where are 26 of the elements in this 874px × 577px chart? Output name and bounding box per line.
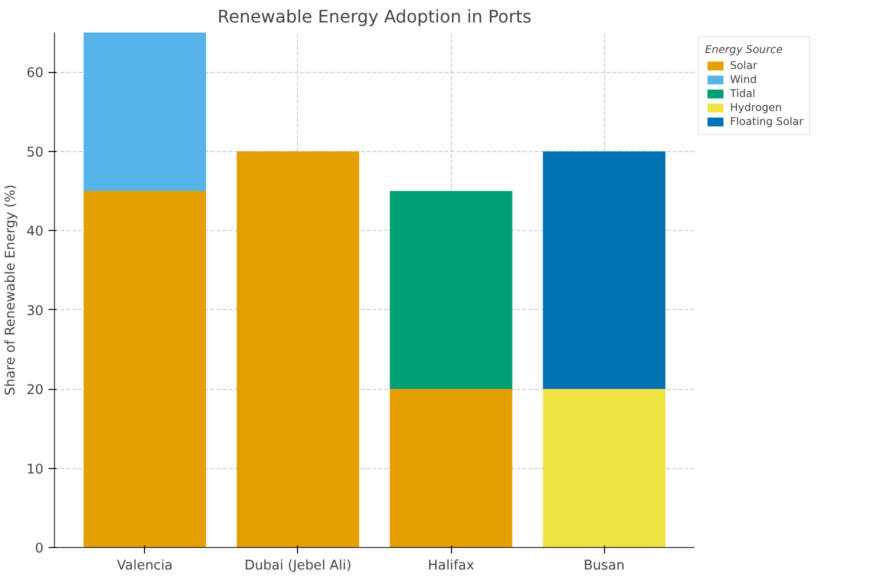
legend-label: Solar — [730, 59, 758, 72]
x-tick-label: Valencia — [116, 558, 173, 574]
bar — [390, 389, 512, 548]
bar — [542, 389, 666, 548]
bar — [542, 151, 666, 390]
x-tick-label: Busan — [584, 558, 625, 574]
legend-label: Wind — [730, 73, 757, 86]
y-tick-label: 30 — [26, 304, 44, 319]
x-tick-label: Halifax — [428, 558, 474, 574]
bar — [84, 190, 206, 548]
y-tick-label: 0 — [35, 542, 44, 556]
legend-label: Floating Solar — [730, 115, 804, 128]
y-tick-label: 60 — [26, 66, 44, 82]
chart-title: Renewable Energy Adoption in Ports — [217, 8, 532, 28]
legend-title: Energy Source — [705, 43, 784, 56]
legend-label: Hydrogen — [730, 101, 782, 114]
y-axis-title: Share of Renewable Energy (%) — [4, 184, 19, 396]
legend-label: Tidal — [730, 87, 756, 100]
y-tick-label: 40 — [26, 224, 44, 240]
bar — [84, 32, 206, 191]
y-tick-label: 10 — [26, 462, 44, 478]
x-tick-label: Dubai (Jebel Ali) — [244, 558, 352, 574]
y-tick-label: 20 — [26, 383, 44, 398]
bar — [390, 190, 512, 390]
y-tick-label: 50 — [26, 145, 44, 160]
bar — [236, 151, 360, 548]
